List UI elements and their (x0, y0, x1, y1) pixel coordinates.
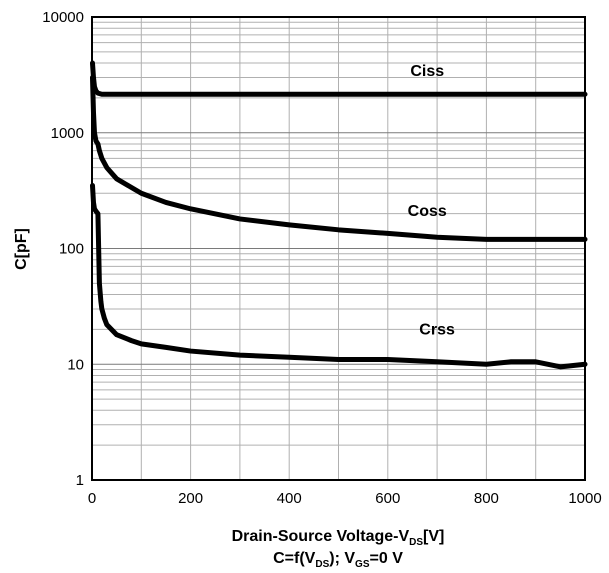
x-axis-title: Drain-Source Voltage-VDS[V] (232, 528, 445, 548)
y-tick-label: 1000 (51, 125, 84, 142)
x-tick-labels: 0 200 400 600 800 1000 (88, 490, 602, 507)
y-tick-labels: 1 10 100 1000 10000 (42, 9, 84, 489)
y-tick-label: 1 (76, 472, 84, 489)
series-label-coss: Coss (408, 203, 447, 220)
caption-sub-2: GS (355, 559, 370, 570)
y-tick-label: 10 (67, 356, 84, 373)
y-tick-label: 100 (59, 241, 84, 258)
x-axis-title-main: Drain-Source Voltage-V (232, 528, 410, 545)
series-line-coss (89, 75, 588, 242)
series-label-crss: Crss (419, 322, 455, 339)
x-tick-label: 0 (88, 490, 96, 507)
series-label-ciss: Ciss (410, 63, 444, 80)
plot-frame (91, 16, 586, 481)
x-tick-label: 200 (178, 490, 203, 507)
caption-part-1: C=f(V (273, 550, 316, 567)
x-axis-title-unit: [V] (423, 528, 444, 545)
series-lines (89, 60, 588, 370)
caption-part-3: =0 V (370, 550, 404, 567)
y-tick-label: 10000 (42, 9, 84, 26)
y-axis-title: C[pF] (13, 228, 30, 270)
series-line-crss (89, 183, 588, 370)
chart-caption: C=f(VDS); VGS=0 V (273, 550, 403, 570)
caption-sub-1: DS (315, 559, 329, 570)
x-tick-label: 400 (277, 490, 302, 507)
x-tick-label: 1000 (568, 490, 601, 507)
x-axis-title-subscript: DS (409, 537, 423, 548)
caption-part-2: ); V (329, 550, 355, 567)
series-labels: Ciss Coss Crss (408, 63, 455, 339)
x-tick-label: 800 (474, 490, 499, 507)
x-tick-label: 600 (375, 490, 400, 507)
